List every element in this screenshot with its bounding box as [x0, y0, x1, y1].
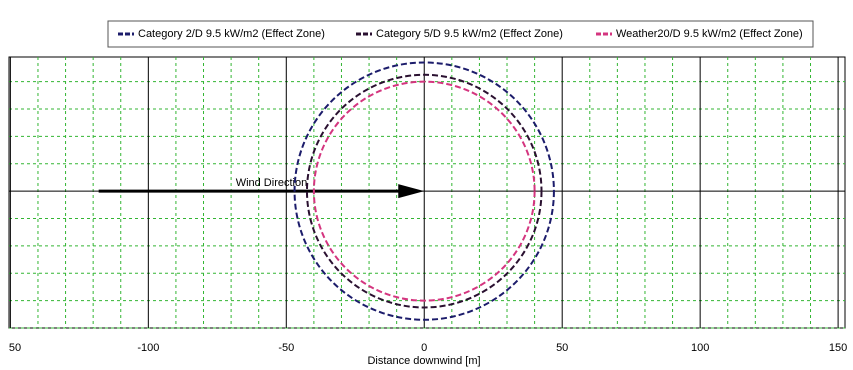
effect-zone: [305, 73, 543, 309]
wind-arrow-head: [398, 184, 425, 199]
x-tick-label: 0: [421, 342, 427, 354]
x-axis-label: Distance downwind [m]: [367, 355, 480, 367]
x-tick-label: -50: [278, 342, 294, 354]
annotation-text: Wind Direction: [236, 177, 308, 189]
x-tick-label: 150: [829, 342, 847, 354]
effect-zone: [312, 80, 536, 302]
legend-label: Weather20/D 9.5 kW/m2 (Effect Zone): [616, 28, 803, 40]
legend-label: Category 5/D 9.5 kW/m2 (Effect Zone): [376, 28, 563, 40]
x-tick-label: 50: [9, 342, 21, 354]
legend-box: [107, 20, 814, 48]
x-tick-label: 100: [691, 342, 709, 354]
x-tick-label: -100: [137, 342, 159, 354]
legend-label: Category 2/D 9.5 kW/m2 (Effect Zone): [138, 28, 325, 40]
x-tick-label: 50: [556, 342, 568, 354]
effect-zone: [293, 61, 555, 321]
